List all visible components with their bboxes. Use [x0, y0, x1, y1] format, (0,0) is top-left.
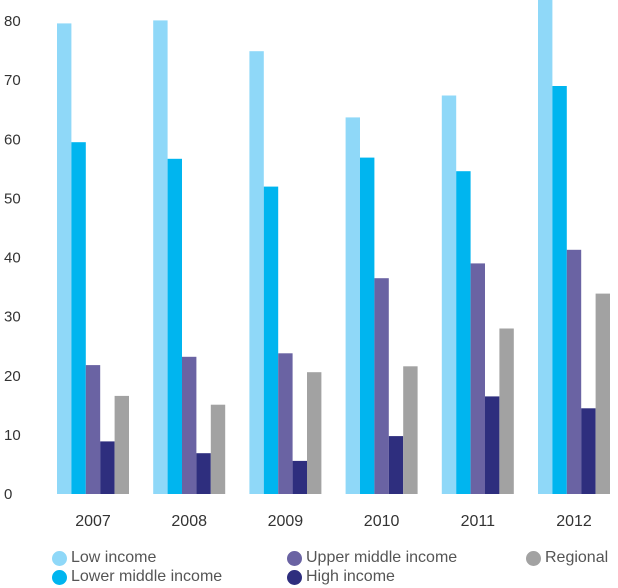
bar-high-income-2012 — [581, 408, 596, 494]
y-tick-label: 40 — [4, 250, 21, 267]
bar-low-income-2008 — [153, 20, 168, 495]
bar-upper-middle-income-2009 — [278, 353, 293, 494]
y-tick-label: 0 — [4, 486, 12, 503]
bar-upper-middle-income-2008 — [182, 356, 197, 494]
y-tick-label: 10 — [4, 427, 21, 444]
y-tick-label: 50 — [4, 190, 21, 207]
bar-high-income-2011 — [485, 396, 500, 494]
bars — [57, 0, 610, 495]
bar-regional-2009 — [307, 372, 322, 494]
bar-low-income-2010 — [345, 117, 360, 495]
bar-upper-middle-income-2011 — [470, 263, 485, 494]
y-tick-label: 80 — [4, 13, 21, 30]
bar-high-income-2008 — [196, 453, 211, 494]
y-tick-label: 60 — [4, 131, 21, 148]
y-tick-label: 20 — [4, 368, 21, 385]
bar-high-income-2009 — [292, 460, 307, 494]
x-axis: 2007 2008 2009 2010 2011 2012 — [75, 513, 592, 530]
bar-low-income-2011 — [441, 95, 457, 494]
bar-upper-middle-income-2007 — [85, 365, 101, 494]
bar-regional-2008 — [210, 404, 226, 494]
x-tick-label: 2007 — [75, 513, 111, 530]
bar-upper-middle-income-2012 — [566, 249, 582, 494]
x-tick-label: 2012 — [556, 513, 592, 530]
bar-regional-2007 — [114, 395, 129, 494]
bar-regional-2011 — [499, 328, 514, 494]
bar-low-income-2007 — [57, 23, 72, 495]
y-axis: 0 10 20 30 40 50 60 70 80 — [4, 13, 21, 503]
bar-lower-middle-income-2008 — [167, 158, 182, 495]
y-tick-label: 70 — [4, 72, 21, 89]
bar-lower-middle-income-2009 — [263, 186, 279, 494]
bar-lower-middle-income-2010 — [360, 157, 375, 494]
bar-upper-middle-income-2010 — [374, 278, 389, 494]
x-tick-label: 2011 — [461, 513, 496, 530]
bar-regional-2010 — [403, 366, 418, 494]
bar-lower-middle-income-2012 — [552, 86, 567, 494]
x-tick-label: 2008 — [171, 513, 207, 530]
y-tick-label: 30 — [4, 309, 21, 326]
bar-low-income-2012 — [538, 0, 553, 495]
bar-high-income-2007 — [100, 441, 115, 494]
bar-high-income-2010 — [388, 436, 404, 494]
x-tick-label: 2010 — [364, 513, 400, 530]
bar-lower-middle-income-2007 — [71, 142, 86, 494]
bar-regional-2012 — [595, 293, 610, 494]
bar-low-income-2009 — [249, 51, 264, 494]
x-tick-label: 2009 — [268, 513, 304, 530]
bar-lower-middle-income-2011 — [456, 171, 471, 494]
